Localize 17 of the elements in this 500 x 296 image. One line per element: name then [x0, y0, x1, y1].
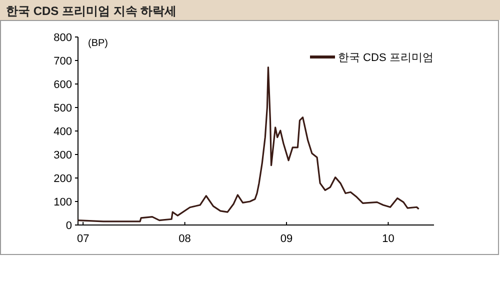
- y-tick-label: 100: [54, 196, 72, 208]
- x-tick-label: 07: [76, 233, 90, 245]
- x-tick-label: 08: [178, 233, 191, 245]
- line-series: [77, 66, 420, 222]
- y-tick-label: 800: [54, 32, 72, 44]
- y-tick-label: 300: [54, 150, 72, 162]
- chart-title: 한국 CDS 프리미엄 지속 하락세: [6, 4, 177, 18]
- y-tick-label: 500: [54, 102, 72, 114]
- y-tick-label: 200: [54, 173, 72, 185]
- legend-label: 한국 CDS 프리미엄: [338, 52, 434, 64]
- y-tick-label: 400: [54, 126, 72, 138]
- y-tick-label: 0: [66, 220, 72, 232]
- y-tick-label: 700: [54, 56, 72, 68]
- y-axis-title: (BP): [88, 38, 108, 49]
- y-tick-label: 600: [54, 79, 72, 91]
- x-tick-label: 09: [280, 233, 293, 245]
- x-tick-label: 10: [382, 233, 394, 245]
